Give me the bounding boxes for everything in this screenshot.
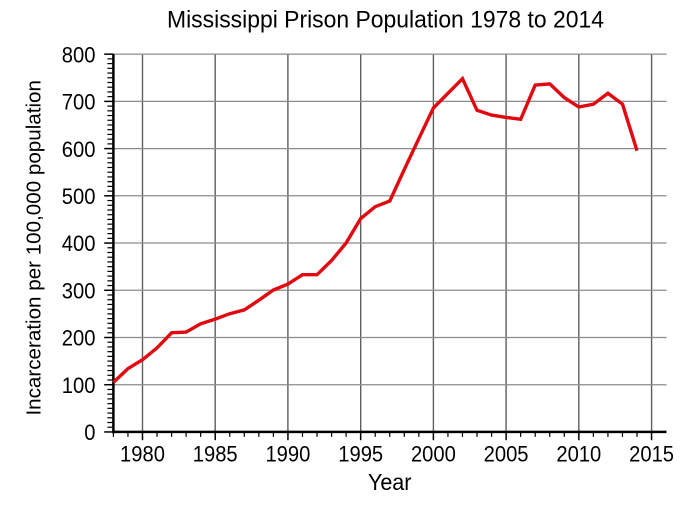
svg-text:300: 300 [62,279,96,304]
svg-text:2005: 2005 [484,442,529,467]
svg-text:2010: 2010 [556,442,601,467]
svg-text:700: 700 [62,90,96,115]
svg-text:200: 200 [62,326,96,351]
svg-text:400: 400 [62,231,96,256]
svg-text:100: 100 [62,373,96,398]
svg-text:800: 800 [62,42,96,67]
svg-text:Mississippi Prison Population: Mississippi Prison Population 1978 to 20… [167,7,604,34]
svg-text:2015: 2015 [629,442,674,467]
svg-text:0: 0 [84,420,95,445]
svg-text:1990: 1990 [265,442,310,467]
svg-text:1985: 1985 [193,442,238,467]
svg-text:Year: Year [368,469,412,495]
svg-text:1980: 1980 [120,442,165,467]
svg-text:Incarceration per 100,000 popu: Incarceration per 100,000 population [23,80,46,415]
svg-text:500: 500 [62,184,96,209]
svg-text:600: 600 [62,137,96,162]
svg-text:1995: 1995 [338,442,383,467]
svg-text:2000: 2000 [411,442,456,467]
